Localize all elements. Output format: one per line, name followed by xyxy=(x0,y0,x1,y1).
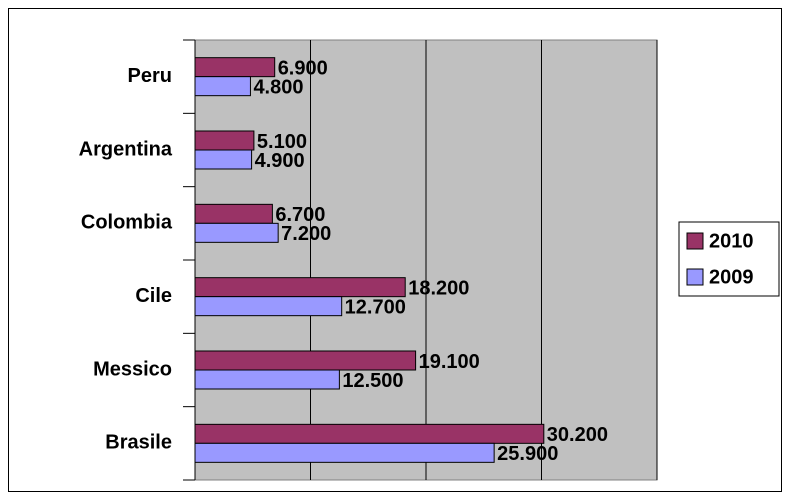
bar xyxy=(194,57,276,78)
data-label: 7.200 xyxy=(281,223,331,245)
bar xyxy=(194,76,251,97)
bar xyxy=(194,203,273,224)
legend-swatch xyxy=(686,232,704,250)
data-label: 6.900 xyxy=(278,57,328,79)
bar xyxy=(194,222,279,243)
y-tick-label: Messico xyxy=(93,358,172,380)
y-tick-label: Peru xyxy=(128,65,172,87)
data-label: 12.700 xyxy=(345,296,406,318)
data-label: 6.700 xyxy=(275,204,325,226)
data-label: 12.500 xyxy=(342,370,403,392)
bar xyxy=(194,350,417,371)
data-label: 4.900 xyxy=(255,150,305,172)
y-tick-label: Brasile xyxy=(105,432,172,454)
bar xyxy=(194,296,343,317)
y-tick-label: Colombia xyxy=(81,212,173,234)
bar xyxy=(194,369,340,390)
y-tick-label: Argentina xyxy=(79,138,173,160)
bar xyxy=(194,130,255,151)
bar xyxy=(194,149,253,170)
bar xyxy=(194,277,406,298)
legend-label: 2009 xyxy=(709,266,754,288)
data-label: 4.800 xyxy=(253,76,303,98)
bar xyxy=(194,442,495,463)
data-label: 30.200 xyxy=(547,424,608,446)
y-tick-label: Cile xyxy=(135,285,172,307)
data-label: 19.100 xyxy=(419,351,480,373)
data-label: 5.100 xyxy=(257,131,307,153)
bar xyxy=(194,423,545,444)
legend-label: 2010 xyxy=(709,230,754,252)
data-label: 18.200 xyxy=(408,277,469,299)
data-label: 25.900 xyxy=(497,443,558,465)
legend-swatch xyxy=(686,268,704,286)
